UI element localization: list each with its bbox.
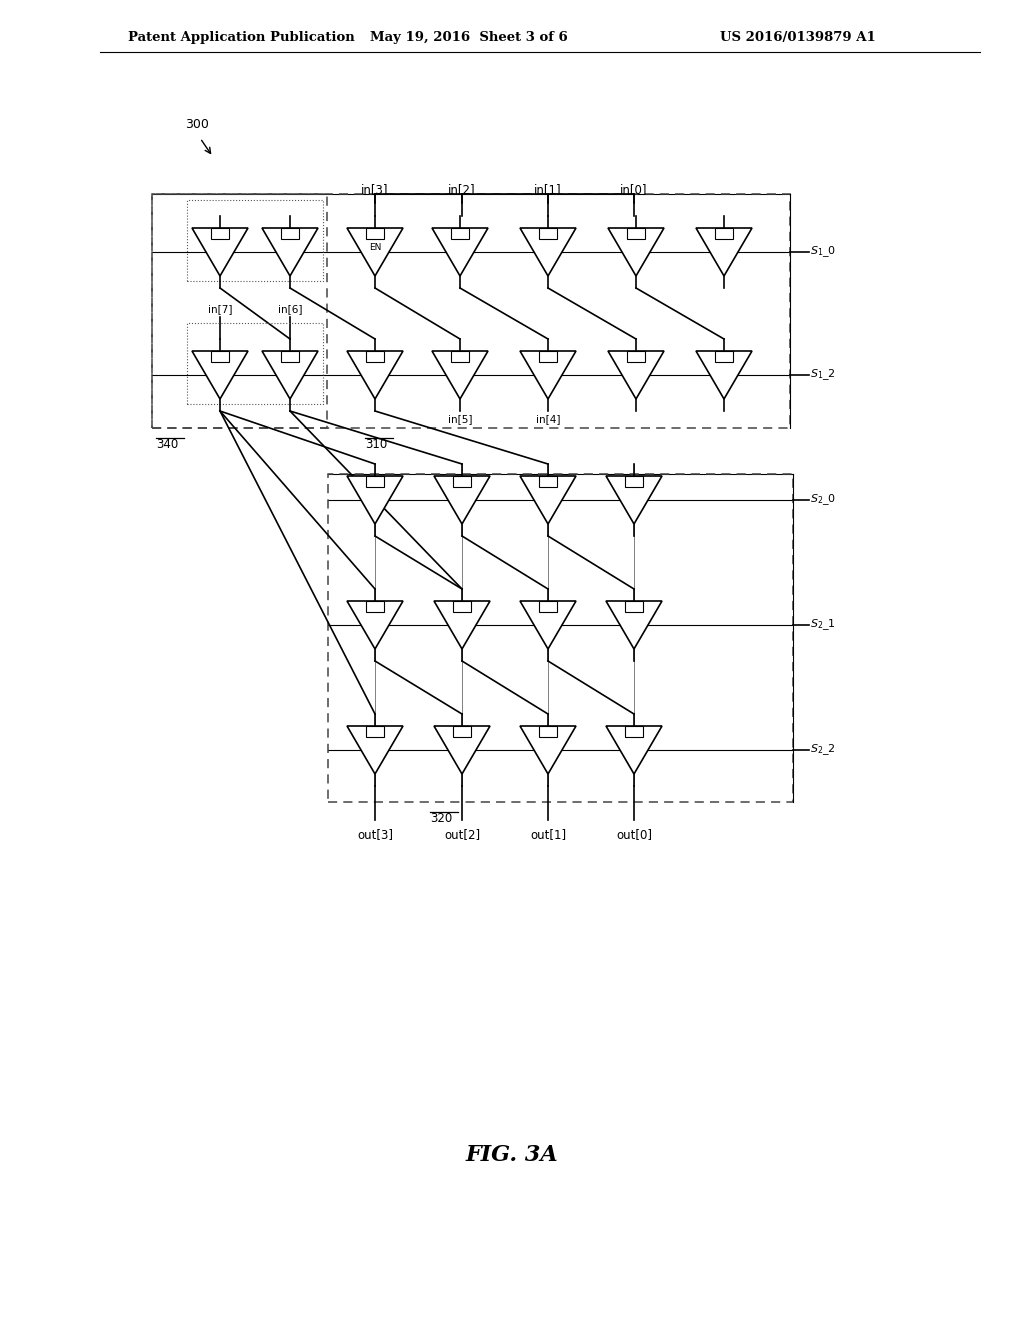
Polygon shape	[347, 601, 403, 649]
Bar	[453, 726, 471, 737]
Polygon shape	[347, 228, 403, 276]
Polygon shape	[432, 228, 488, 276]
Bar	[539, 228, 557, 239]
Polygon shape	[193, 351, 248, 399]
Text: in[3]: in[3]	[361, 183, 389, 197]
Bar	[187, 201, 323, 281]
Polygon shape	[520, 228, 575, 276]
Text: 320: 320	[430, 812, 453, 825]
Bar	[627, 351, 645, 362]
Text: out[0]: out[0]	[616, 828, 652, 841]
Polygon shape	[262, 228, 318, 276]
Polygon shape	[606, 726, 662, 774]
Text: FIG. 3A: FIG. 3A	[466, 1144, 558, 1166]
Bar	[152, 194, 790, 428]
Text: $S_1$_0: $S_1$_0	[810, 244, 837, 260]
Bar	[539, 351, 557, 362]
Polygon shape	[520, 477, 575, 524]
Text: out[2]: out[2]	[444, 828, 480, 841]
Text: in[2]: in[2]	[449, 183, 476, 197]
Text: 340: 340	[156, 438, 178, 451]
Polygon shape	[347, 351, 403, 399]
Bar	[211, 351, 229, 362]
Text: May 19, 2016  Sheet 3 of 6: May 19, 2016 Sheet 3 of 6	[370, 30, 567, 44]
Bar	[187, 323, 323, 404]
Bar	[366, 351, 384, 362]
Text: US 2016/0139879 A1: US 2016/0139879 A1	[720, 30, 876, 44]
Polygon shape	[520, 726, 575, 774]
Text: 300: 300	[185, 119, 209, 132]
Polygon shape	[608, 228, 664, 276]
Polygon shape	[262, 351, 318, 399]
Text: in[7]: in[7]	[208, 304, 232, 314]
Text: out[3]: out[3]	[357, 828, 393, 841]
Bar	[539, 601, 557, 612]
Bar	[366, 726, 384, 737]
Text: in[4]: in[4]	[536, 414, 560, 424]
Polygon shape	[696, 228, 752, 276]
Polygon shape	[696, 351, 752, 399]
Bar	[715, 351, 733, 362]
Bar	[281, 351, 299, 362]
Polygon shape	[432, 351, 488, 399]
Text: $S_2$_2: $S_2$_2	[810, 743, 836, 758]
Polygon shape	[434, 601, 490, 649]
Polygon shape	[520, 601, 575, 649]
Bar	[281, 228, 299, 239]
Bar	[366, 477, 384, 487]
Bar	[539, 477, 557, 487]
Text: in[6]: in[6]	[278, 304, 302, 314]
Text: $S_1$_2: $S_1$_2	[810, 367, 836, 383]
Polygon shape	[606, 601, 662, 649]
Polygon shape	[434, 477, 490, 524]
Bar	[366, 601, 384, 612]
Bar	[539, 726, 557, 737]
Text: $S_2$_1: $S_2$_1	[810, 618, 836, 632]
Bar	[453, 477, 471, 487]
Text: EN: EN	[369, 243, 381, 252]
Bar	[211, 228, 229, 239]
Bar	[451, 228, 469, 239]
Bar	[627, 228, 645, 239]
Polygon shape	[347, 477, 403, 524]
Text: Patent Application Publication: Patent Application Publication	[128, 30, 354, 44]
Bar	[453, 601, 471, 612]
Polygon shape	[606, 477, 662, 524]
Text: in[1]: in[1]	[535, 183, 562, 197]
Polygon shape	[608, 351, 664, 399]
Bar	[451, 351, 469, 362]
Bar	[152, 194, 327, 428]
Bar	[715, 228, 733, 239]
Text: $S_2$_0: $S_2$_0	[810, 492, 837, 507]
Text: in[5]: in[5]	[447, 414, 472, 424]
Bar	[366, 228, 384, 239]
Polygon shape	[434, 726, 490, 774]
Bar	[625, 726, 643, 737]
Bar	[328, 474, 793, 803]
Polygon shape	[347, 726, 403, 774]
Polygon shape	[193, 228, 248, 276]
Text: in[0]: in[0]	[621, 183, 648, 197]
Polygon shape	[520, 351, 575, 399]
Bar	[625, 477, 643, 487]
Text: 310: 310	[365, 438, 387, 451]
Bar	[625, 601, 643, 612]
Text: out[1]: out[1]	[530, 828, 566, 841]
